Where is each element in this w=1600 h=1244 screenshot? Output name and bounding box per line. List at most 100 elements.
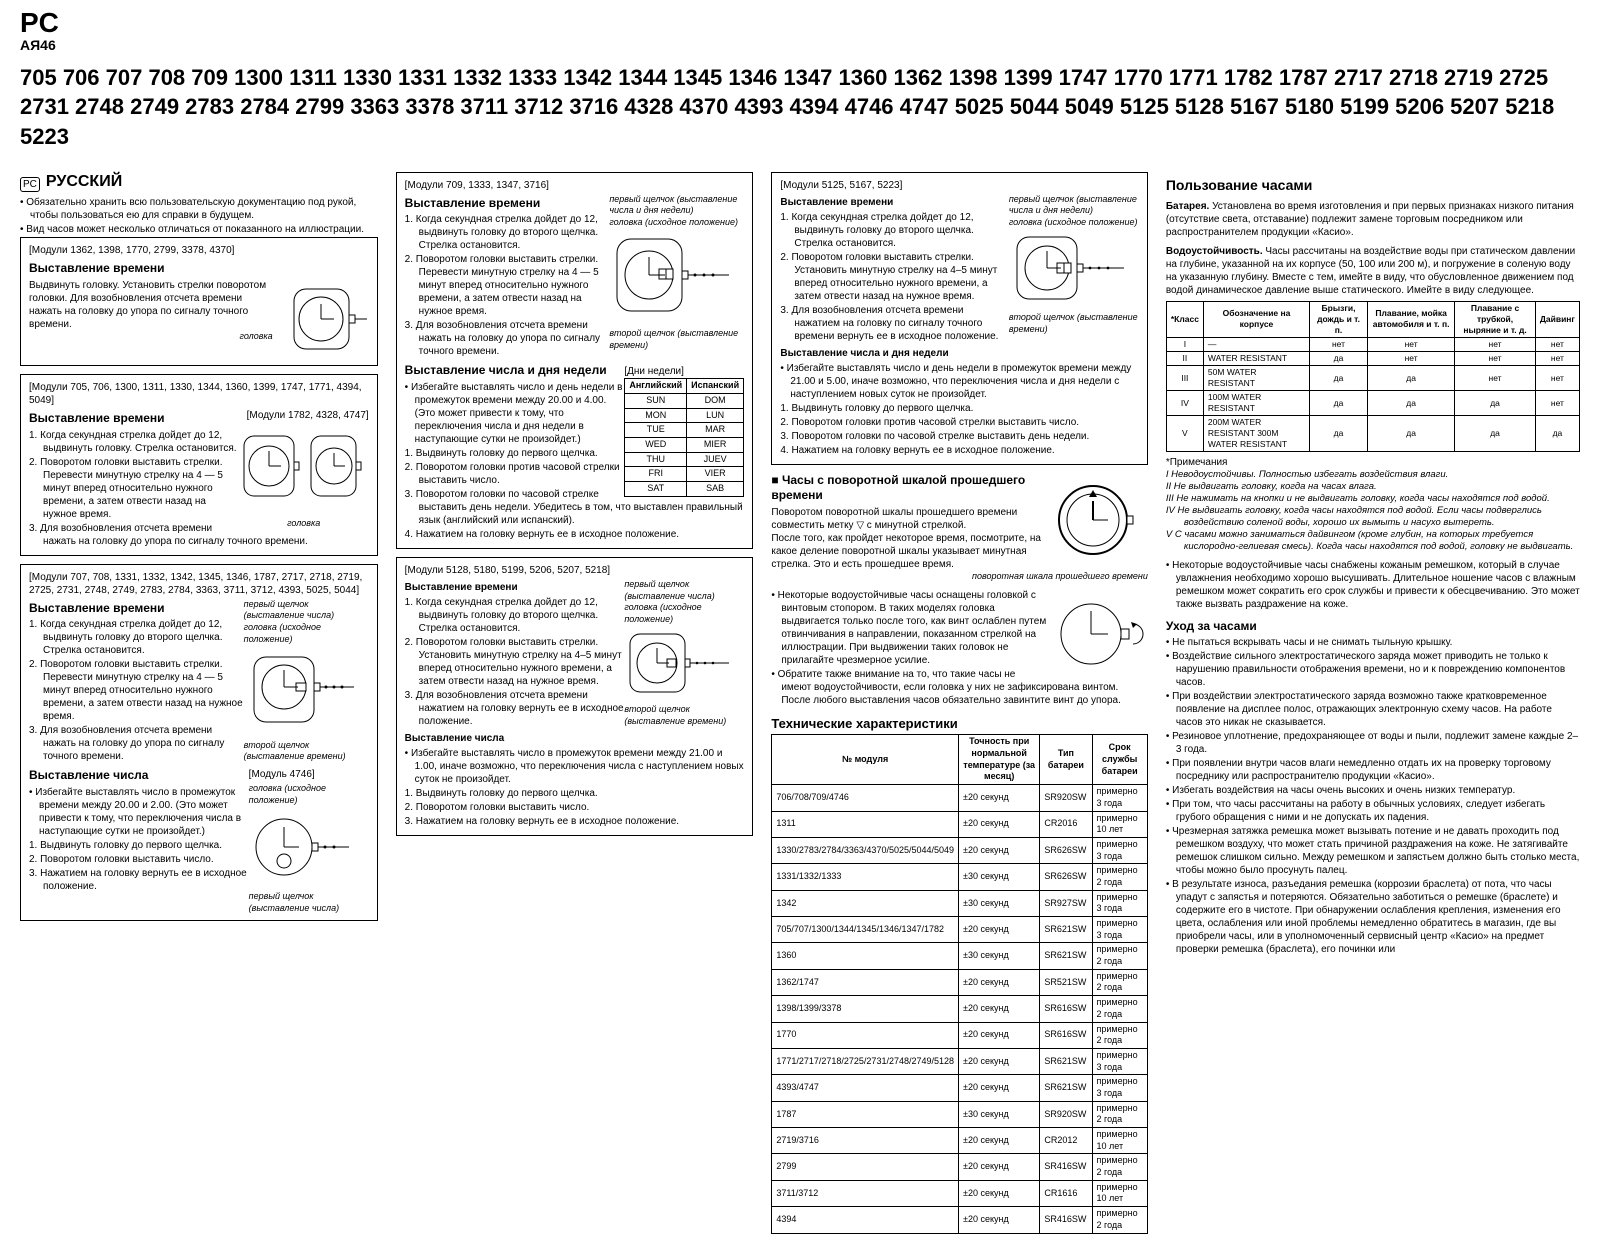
wr-td: нет [1535,391,1579,416]
cert-icon-small: PC [20,177,40,192]
spec-td: ±30 секунд [959,890,1040,916]
wr-td: нет [1367,337,1454,351]
annotation: поворотная шкала прошедшего времени [771,571,1148,583]
wr-td: да [1455,391,1536,416]
battery-para: Батарея. Установлена во время изготовлен… [1166,200,1580,239]
spec-td: ±20 секунд [959,1128,1040,1154]
spec-td: примерно 2 года [1092,969,1147,995]
module-list: [Модуль 4746] [249,768,369,781]
wr-th: Брызги, дождь и т. п. [1310,301,1368,337]
spec-td: 706/708/709/4746 [772,785,959,811]
steps-list: 1. Выдвинуть головку до первого щелчка. … [780,402,1139,457]
water-resistance-table: *Класс Обозначение на корпусе Брызги, до… [1166,301,1580,453]
wr-td: IV [1166,391,1203,416]
spec-td: 1771/2717/2718/2725/2731/2748/2749/5128 [772,1048,959,1074]
step-item: 2. Поворотом головки выставить число. [405,801,745,814]
intro-item: Вид часов может несколько отличаться от … [20,223,378,236]
spec-td: ±20 секунд [959,811,1040,837]
spec-td: ±20 секунд [959,1180,1040,1206]
spec-td: ±20 секунд [959,1207,1040,1233]
spec-td: ±30 секунд [959,864,1040,890]
annotation: головка (исходное положение) [244,622,369,645]
spec-td: SR626SW [1040,837,1092,863]
spec-td: 1360 [772,943,959,969]
time-day-setting-box: [Модули 709, 1333, 1347, 3716] первый ще… [396,172,754,549]
wr-td: — [1203,337,1309,351]
cert-logo: PC АЯ46 [20,10,1580,55]
care-item: Чрезмерная затяжка ремешка может вызыват… [1166,825,1580,877]
watch-icon [279,279,369,359]
steps-list: 1. Выдвинуть головку до первого щелчка. … [405,787,745,828]
module-list-right: [Модули 1782, 4328, 4747] [239,409,369,422]
spec-th: Срок службы батареи [1092,735,1147,785]
bezel-title-text: Часы с поворотной шкалой прошедшего врем… [771,473,1025,503]
wr-td: I [1166,337,1203,351]
wr-td: да [1310,366,1368,391]
spec-td: CR2016 [1040,811,1092,837]
wr-label: Водоустойчивость. [1166,246,1263,257]
annotation: второй щелчок (выставление времени) [609,328,744,351]
spec-td: примерно 3 года [1092,917,1147,943]
watch-icon [239,424,369,514]
spec-td: примерно 3 года [1092,890,1147,916]
wr-td: II [1166,352,1203,366]
wr-td: да [1367,416,1454,452]
wr-td: WATER RESISTANT [1203,352,1309,366]
spec-td: примерно 3 года [1092,837,1147,863]
wr-td: нет [1367,352,1454,366]
care-list: Не пытаться вскрывать часы и не снимать … [1166,636,1580,956]
intro-list: Обязательно хранить всю пользовательскую… [20,196,378,236]
time-date-box-5128: [Модули 5128, 5180, 5199, 5206, 5207, 52… [396,557,754,836]
battery-label: Батарея. [1166,201,1210,212]
note-text: Избегайте выставлять число в промежуток … [405,747,745,786]
days-td: SAT [625,482,687,497]
spec-td: примерно 2 года [1092,1022,1147,1048]
days-td: MAR [687,423,744,438]
spec-td: примерно 2 года [1092,943,1147,969]
spec-td: примерно 10 лет [1092,811,1147,837]
spec-td: SR616SW [1040,996,1092,1022]
wr-td: да [1310,391,1368,416]
spec-td: 1770 [772,1022,959,1048]
wr-td: да [1310,352,1368,366]
step-item: 2. Поворотом головки против часовой стре… [780,416,1139,429]
wr-td: да [1367,391,1454,416]
annotation: второй щелчок (выставление времени) [244,740,369,763]
watch-icon [624,626,739,701]
spec-td: 705/707/1300/1344/1345/1346/1347/1782 [772,917,959,943]
spec-td: примерно 3 года [1092,785,1147,811]
wr-th: Дайвинг [1535,301,1579,337]
spec-td: примерно 2 года [1092,1207,1147,1233]
annotation: первый щелчок (выставление числа) [244,599,369,622]
wr-td: 100M WATER RESISTANT [1203,391,1309,416]
wr-td: да [1310,416,1368,452]
note-text: Избегайте выставлять число и день недели… [780,362,1139,401]
care-item: При воздействии электростатического заря… [1166,690,1580,729]
step-item: 4. Нажатием на головку вернуть ее в исхо… [780,444,1139,457]
footnote-item: II Не выдвигать головку, когда на часах … [1166,481,1580,493]
leather-item: Некоторые водоустойчивые часы снабжены к… [1166,559,1580,611]
annotation: первый щелчок (выставление числа и дня н… [609,194,744,217]
module-list: [Модули 709, 1333, 1347, 3716] [405,179,745,192]
spec-td: CR2012 [1040,1128,1092,1154]
wr-td: нет [1535,352,1579,366]
wr-td: да [1455,416,1536,452]
step-item: 4. Нажатием на головку вернуть ее в исхо… [405,528,745,541]
leather-list: Некоторые водоустойчивые часы снабжены к… [1166,559,1580,611]
spec-td: SR621SW [1040,917,1092,943]
spec-td: примерно 2 года [1092,1154,1147,1180]
days-td: TUE [625,423,687,438]
watch-icon [1009,229,1134,309]
days-th: Испанский [687,379,744,394]
footnote-label: *Примечания [1166,456,1580,469]
wr-td: нет [1455,352,1536,366]
days-td: WED [625,438,687,453]
spec-td: ±30 секунд [959,943,1040,969]
diver-watch-icon [1053,473,1148,568]
cert-logo-sub: АЯ46 [20,37,56,53]
column-4: Пользование часами Батарея. Установлена … [1166,172,1580,1234]
bezel-section: ■ Часы с поворотной шкалой прошедшего вр… [771,473,1148,583]
spec-td: CR1616 [1040,1180,1092,1206]
watch-icon [609,229,739,324]
spec-td: 2799 [772,1154,959,1180]
